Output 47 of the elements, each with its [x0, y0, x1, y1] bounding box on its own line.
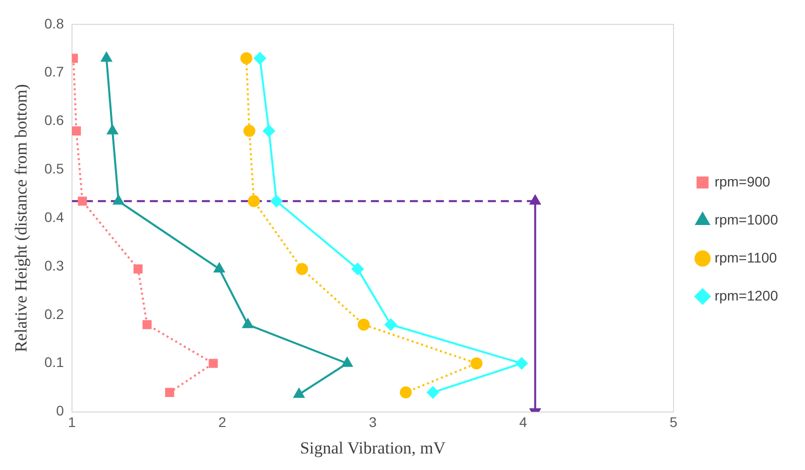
- point: [240, 52, 252, 64]
- point: [384, 318, 397, 331]
- y-tick-label: 0.1: [44, 354, 64, 370]
- point: [243, 124, 256, 137]
- legend-label: rpm=1100: [714, 249, 778, 266]
- x-tick-label: 5: [670, 414, 678, 430]
- point: [426, 386, 439, 398]
- point: [242, 318, 254, 328]
- point: [400, 386, 412, 398]
- point: [248, 195, 260, 208]
- legend-label: rpm=1000: [714, 211, 778, 228]
- y-axis-title: Relative Height (distance from bottom): [12, 84, 31, 352]
- point: [516, 357, 528, 370]
- point: [134, 264, 143, 274]
- legend-label: rpm=1200: [714, 287, 778, 304]
- point: [214, 262, 225, 272]
- y-tick-label: 0.3: [44, 257, 64, 274]
- point: [270, 195, 282, 208]
- point: [113, 195, 124, 205]
- x-tick-label: 1: [68, 414, 76, 430]
- x-axis-title: Signal Vibration, mV: [300, 438, 446, 458]
- point: [72, 126, 81, 136]
- point: [78, 196, 87, 206]
- point: [254, 52, 266, 64]
- y-tick-label: 0.8: [44, 15, 64, 32]
- y-tick-label: 0.2: [44, 306, 64, 322]
- y-tick-label: 0.7: [44, 64, 64, 80]
- point: [352, 262, 364, 275]
- point: [294, 388, 304, 398]
- y-tick-label: 0.6: [44, 112, 64, 128]
- point: [107, 124, 118, 134]
- point: [470, 357, 483, 370]
- point: [208, 358, 218, 368]
- point: [101, 52, 112, 62]
- point: [358, 318, 370, 331]
- x-tick-label: 4: [519, 414, 528, 430]
- point: [165, 388, 174, 397]
- y-tick-label: 0: [56, 402, 64, 419]
- y-tick-label: 0.5: [44, 160, 64, 177]
- y-tick-label: 0.4: [44, 208, 64, 225]
- legend-label: rpm=900: [714, 173, 770, 190]
- point: [296, 262, 308, 275]
- point: [262, 124, 275, 137]
- point: [142, 320, 152, 330]
- x-tick-label: 3: [368, 414, 377, 430]
- point: [342, 357, 352, 367]
- x-tick-label: 2: [218, 414, 226, 430]
